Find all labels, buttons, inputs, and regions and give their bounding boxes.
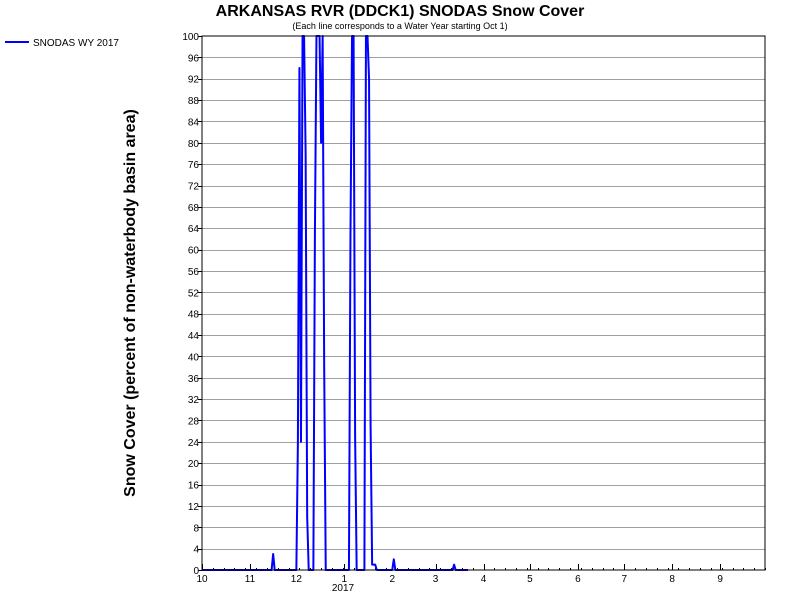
x-tick-label: 6 bbox=[575, 574, 581, 585]
x-axis-year-label: 2017 bbox=[332, 583, 355, 594]
x-tick-label: 5 bbox=[527, 574, 533, 585]
y-tick-label: 56 bbox=[188, 267, 200, 278]
y-tick-label: 40 bbox=[188, 352, 200, 363]
y-tick-label: 64 bbox=[188, 224, 200, 235]
series-layer bbox=[202, 35, 469, 571]
y-tick-label: 84 bbox=[188, 117, 200, 128]
x-tick-label: 9 bbox=[717, 574, 723, 585]
y-axis-ticks: 0481216202428323640444852566064687276808… bbox=[182, 32, 202, 577]
y-tick-label: 96 bbox=[188, 53, 200, 64]
x-tick-label: 1 bbox=[342, 574, 348, 585]
y-tick-label: 80 bbox=[188, 139, 200, 150]
x-tick-label: 4 bbox=[481, 574, 487, 585]
y-tick-label: 4 bbox=[193, 545, 199, 556]
chart-subtitle: (Each line corresponds to a Water Year s… bbox=[292, 21, 507, 31]
y-tick-label: 20 bbox=[188, 459, 200, 470]
y-tick-label: 88 bbox=[188, 96, 200, 107]
y-tick-label: 60 bbox=[188, 246, 200, 257]
x-tick-label: 11 bbox=[245, 574, 256, 585]
y-tick-label: 72 bbox=[188, 182, 200, 193]
y-tick-label: 28 bbox=[188, 416, 200, 427]
y-tick-label: 48 bbox=[188, 310, 200, 321]
x-tick-label: 3 bbox=[433, 574, 439, 585]
y-tick-label: 44 bbox=[188, 331, 200, 342]
plot-frame bbox=[201, 35, 766, 571]
x-tick-label: 2 bbox=[389, 574, 395, 585]
grid bbox=[202, 57, 765, 550]
y-tick-label: 68 bbox=[188, 203, 200, 214]
chart-title: ARKANSAS RVR (DDCK1) SNODAS Snow Cover bbox=[216, 3, 585, 20]
y-tick-label: 100 bbox=[182, 32, 199, 43]
y-tick-label: 52 bbox=[188, 288, 200, 299]
x-tick-label: 7 bbox=[621, 574, 627, 585]
y-tick-label: 32 bbox=[188, 395, 200, 406]
x-tick-label: 10 bbox=[196, 574, 208, 585]
y-tick-label: 16 bbox=[188, 481, 200, 492]
series-line-0 bbox=[202, 35, 469, 571]
legend: SNODAS WY 2017 bbox=[5, 38, 119, 49]
y-tick-label: 92 bbox=[188, 75, 200, 86]
y-tick-label: 76 bbox=[188, 160, 200, 171]
y-tick-label: 12 bbox=[188, 502, 200, 513]
x-tick-label: 12 bbox=[291, 574, 303, 585]
y-tick-label: 8 bbox=[193, 523, 199, 534]
y-axis-label: Snow Cover (percent of non-waterbody bas… bbox=[122, 109, 139, 497]
y-tick-label: 24 bbox=[188, 438, 200, 449]
y-tick-label: 0 bbox=[193, 566, 199, 577]
legend-label: SNODAS WY 2017 bbox=[33, 38, 119, 49]
x-tick-label: 8 bbox=[669, 574, 675, 585]
x-axis-ticks: 10 11 12 1 2 3 4 5 6 7 8 9 bbox=[196, 564, 766, 585]
y-tick-label: 36 bbox=[188, 374, 200, 385]
